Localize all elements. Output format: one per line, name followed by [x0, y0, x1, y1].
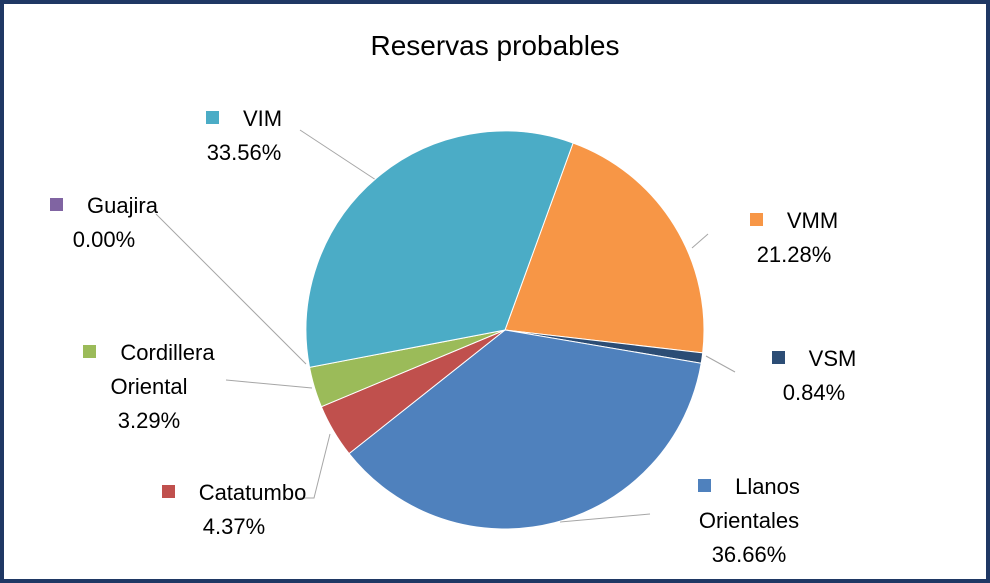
data-label: VSM 0.84% — [739, 342, 889, 410]
category-label: Guajira — [87, 193, 158, 218]
value-label: 21.28% — [756, 242, 832, 267]
category-label: Cordillera Oriental — [110, 340, 215, 399]
leader-line — [559, 513, 651, 523]
category-label: Catatumbo — [198, 480, 307, 505]
data-label: Cordillera Oriental 3.29% — [54, 336, 244, 438]
label-name-line: Llanos Orientales — [679, 470, 819, 538]
data-label: Guajira 0.00% — [14, 189, 194, 257]
legend-swatch — [50, 198, 64, 211]
label-name-line: Guajira — [14, 189, 194, 223]
category-label: VMM — [786, 208, 839, 233]
value-label: 0.00% — [72, 227, 136, 252]
value-label: 0.84% — [782, 380, 846, 405]
chart-title: Reservas probables — [370, 30, 620, 61]
leader-line — [705, 355, 736, 373]
data-label: VMM 21.28% — [704, 204, 884, 272]
legend-swatch — [205, 111, 219, 124]
legend-swatch — [83, 345, 97, 358]
pie-slice — [348, 329, 702, 530]
data-label: VIM 33.56% — [154, 102, 334, 170]
leader-line — [299, 129, 377, 181]
legend-swatch — [698, 479, 712, 492]
legend-swatch — [161, 485, 175, 498]
legend-swatch — [749, 213, 763, 226]
category-label: Llanos Orientales — [698, 474, 800, 533]
legend-swatch — [771, 351, 785, 364]
leader-line — [300, 433, 331, 499]
label-name-line: VSM — [739, 342, 889, 376]
value-label: 3.29% — [117, 408, 181, 433]
leader-line — [155, 213, 307, 365]
value-label: 4.37% — [202, 514, 266, 539]
value-label: 36.66% — [711, 542, 787, 567]
label-name-line: Cordillera Oriental — [74, 336, 224, 404]
leader-line — [691, 233, 709, 249]
leader-line — [225, 379, 313, 389]
category-label: VSM — [808, 346, 857, 371]
pie-slice — [305, 130, 574, 368]
category-label: VIM — [242, 106, 283, 131]
pie-slice — [504, 142, 705, 354]
value-label: 33.56% — [206, 140, 282, 165]
label-name-line: VIM — [154, 102, 334, 136]
label-name-line: Catatumbo — [124, 476, 344, 510]
data-label: Llanos Orientales 36.66% — [654, 470, 844, 572]
label-name-line: VMM — [704, 204, 884, 238]
data-label: Catatumbo 4.37% — [124, 476, 344, 544]
plot-area — [155, 129, 736, 530]
